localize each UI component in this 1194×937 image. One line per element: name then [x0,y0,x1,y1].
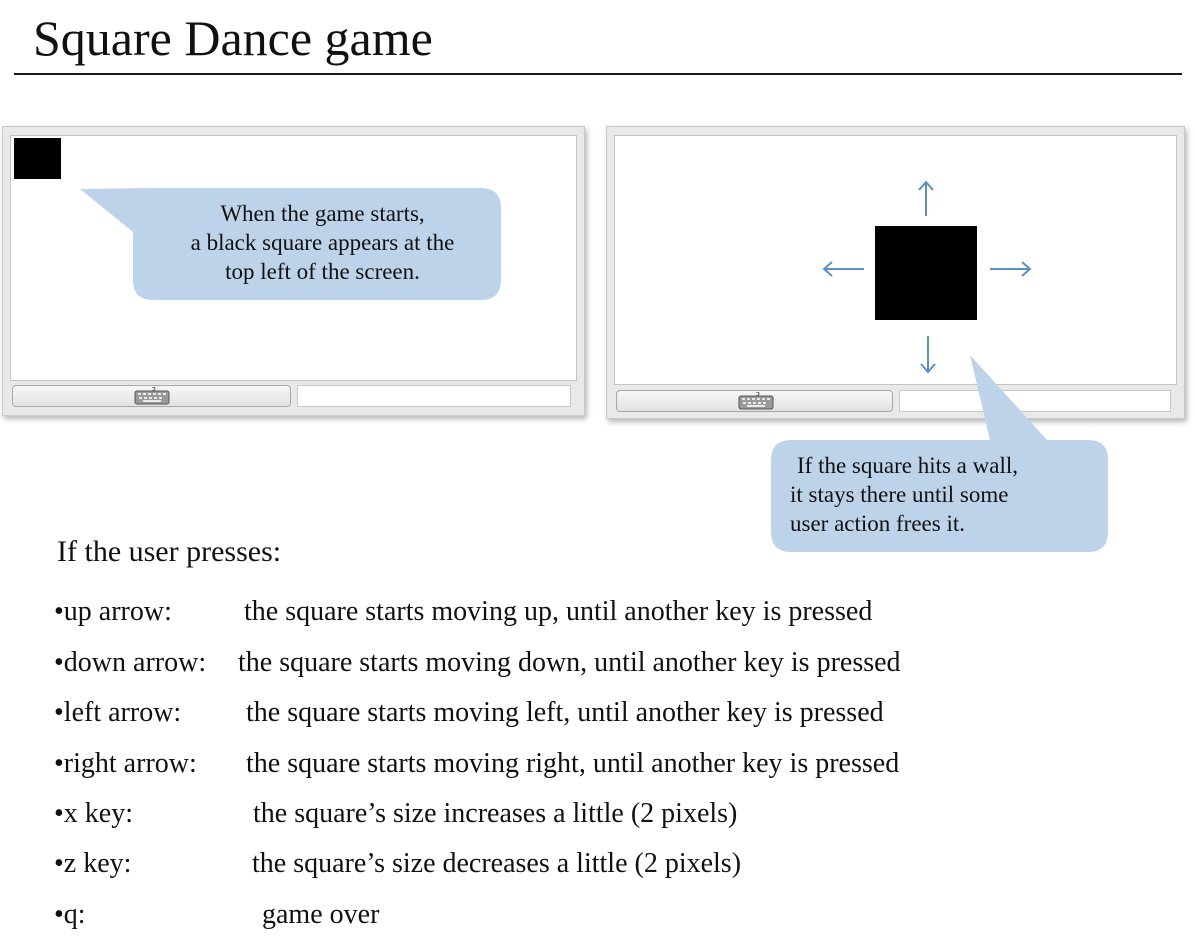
slide-title: Square Dance game [33,10,433,66]
status-bar [12,385,291,407]
status-bar [616,390,893,412]
title-divider [14,73,1182,75]
rule-key: •down arrow: [54,647,207,678]
rule-description: the square starts moving right, until an… [246,748,900,779]
game-window-moving [606,126,1185,419]
callout-start-text: When the game starts, a black square app… [150,199,495,286]
status-field [899,390,1171,412]
arrow-left-icon [822,261,864,277]
rule-description: the square starts moving left, until ano… [246,697,884,728]
rule-key: •q: [54,899,86,930]
rule-description: game over [262,899,380,930]
callout-wall-line: If the square hits a wall, [797,453,1018,478]
rule-key: •up arrow: [54,596,172,627]
game-canvas [614,135,1177,385]
rule-key: •left arrow: [54,697,182,728]
callout-start-line: When the game starts, [220,201,425,226]
arrow-right-icon [990,261,1032,277]
arrow-down-icon [920,336,936,374]
callout-wall-text: If the square hits a wall, it stays ther… [790,451,1100,538]
rule-description: the square starts moving down, until ano… [238,647,901,678]
rule-key: •right arrow: [54,748,197,779]
black-square [14,138,61,179]
callout-wall-line: user action frees it. [790,511,965,536]
callout-wall-line: it stays there until some [790,482,1009,507]
rule-description: the square’s size increases a little (2 … [253,798,738,829]
rule-key: •z key: [54,848,132,879]
rule-description: the square starts moving up, until anoth… [244,596,873,627]
status-field [297,385,571,407]
keyboard-icon [134,387,170,405]
callout-start-line: a black square appears at the [190,230,455,255]
instructions-intro: If the user presses: [57,535,282,568]
rule-key: •x key: [54,798,134,829]
rule-description: the square’s size decreases a little (2 … [252,848,742,879]
arrow-up-icon [918,180,934,216]
callout-start-line: top left of the screen. [225,259,420,284]
keyboard-icon [738,392,774,410]
black-square [875,226,977,320]
